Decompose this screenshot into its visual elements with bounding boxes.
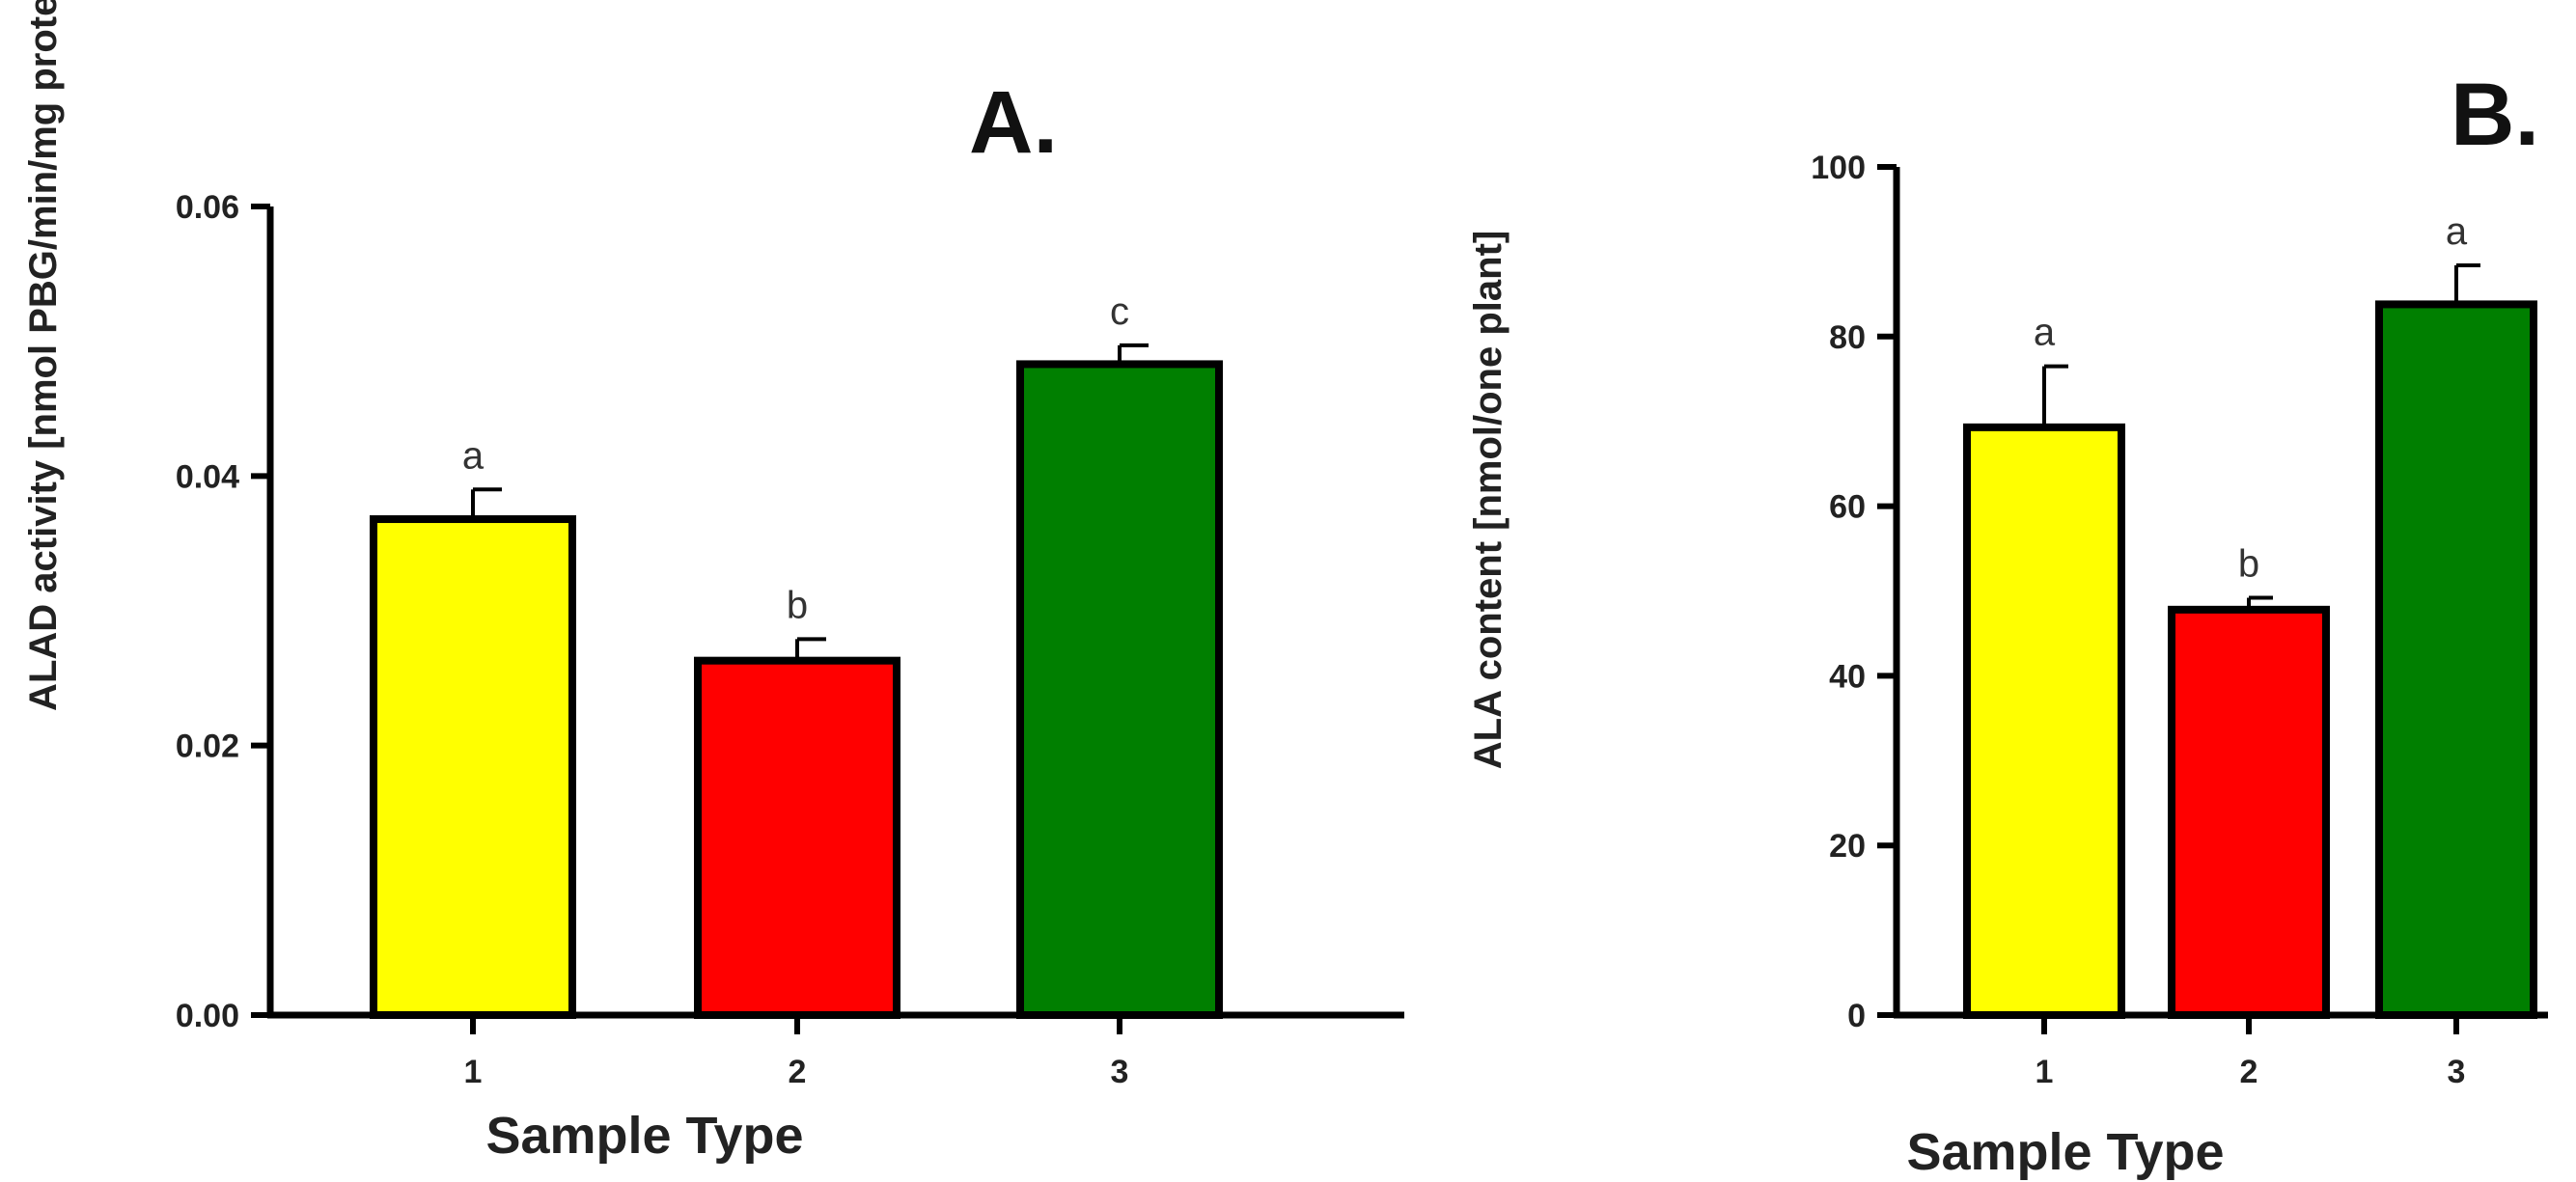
panel-b-x-tick-label-2: 2 (2240, 1054, 2258, 1090)
panel-b-label: B. (2451, 66, 2539, 164)
panel-a-x-tick-label-2: 2 (789, 1054, 807, 1090)
panel-b-x-tick-label-1: 1 (2036, 1054, 2054, 1090)
panel-b-y-tick-label: 80 (1829, 319, 1866, 356)
panel-b-y-axis-title-main: ALA content [nmol/one plant] (1467, 231, 1510, 769)
panel-a-label: A. (969, 73, 1058, 172)
panel-a-y-tick-label: 0.04 (176, 458, 239, 495)
panel-b-y-tick-label: 60 (1829, 489, 1866, 526)
panel-b-bar-1 (1963, 423, 2125, 1019)
panel-b-x-axis-title: Sample Type (1906, 1123, 2224, 1181)
panel-b-significance-2: b (2238, 543, 2259, 586)
panel-b-y-axis-title: ALA content [nmol/one plant] (1467, 231, 1510, 769)
panel-a-y-axis-title: ALAD activity [nmol PBG/min/mg protein -… (16, 0, 65, 711)
panel-a-y-tick-label: 0.00 (176, 998, 239, 1034)
panel-a-bar-1 (370, 515, 576, 1019)
panel-b-y-tick-label: 100 (1811, 150, 1866, 186)
panel-b-y-tick-label: 20 (1829, 828, 1866, 865)
panel-b-significance-3: a (2446, 210, 2468, 253)
panel-a-significance-1: a (462, 434, 485, 477)
panel-a-bar-2 (694, 656, 900, 1020)
panel-a-bar-3 (1016, 360, 1223, 1020)
panel-b: B. Sample Type ALA content [nmol/one pla… (1467, 66, 2548, 1181)
panel-b-bar-2 (2168, 605, 2330, 1019)
panel-b-y-tick-label: 0 (1847, 998, 1866, 1034)
panel-a-x-tick-label-3: 3 (1111, 1054, 1129, 1090)
panel-a-y-axis-title-main: ALAD activity [nmol PBG/min/mg protein (22, 0, 65, 711)
panel-b-significance-1: a (2034, 312, 2056, 354)
panel-b-bar-3 (2375, 300, 2537, 1019)
panel-a-significance-2: b (787, 584, 808, 626)
panel-b-x-tick-label-3: 3 (2448, 1054, 2466, 1090)
panel-a: A. Sample Type ALAD activity [nmol PBG/m… (16, 0, 1404, 1165)
panel-a-y-tick-label: 0.06 (176, 189, 239, 226)
panel-a-x-tick-label-1: 1 (464, 1054, 483, 1090)
panel-b-y-tick-label: 40 (1829, 658, 1866, 695)
panel-a-y-tick-label: 0.02 (176, 728, 239, 765)
panel-a-significance-3: c (1110, 290, 1129, 333)
panel-a-x-axis-title: Sample Type (485, 1107, 803, 1165)
